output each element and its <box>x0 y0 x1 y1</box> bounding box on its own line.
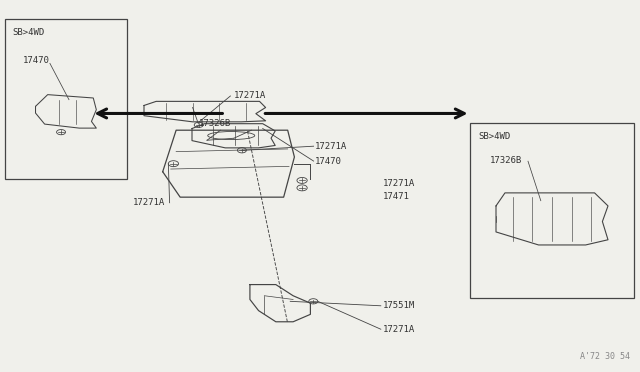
Text: 17271A: 17271A <box>383 179 415 188</box>
Text: 17271A: 17271A <box>383 325 415 334</box>
Text: 17271A: 17271A <box>315 142 347 151</box>
Bar <box>470 123 634 298</box>
Text: 17470: 17470 <box>23 57 50 65</box>
Text: 17271A: 17271A <box>133 198 165 207</box>
Text: 17326B: 17326B <box>198 119 230 128</box>
Text: 17271A: 17271A <box>234 92 266 100</box>
Text: 17470: 17470 <box>315 157 342 166</box>
Bar <box>5 19 127 179</box>
Text: 17471: 17471 <box>383 192 410 201</box>
Text: 17551M: 17551M <box>383 301 415 310</box>
Text: SB>4WD: SB>4WD <box>13 28 45 37</box>
Text: SB>4WD: SB>4WD <box>478 132 510 141</box>
Text: A'72 30 54: A'72 30 54 <box>580 352 630 361</box>
Text: 17326B: 17326B <box>490 156 522 165</box>
